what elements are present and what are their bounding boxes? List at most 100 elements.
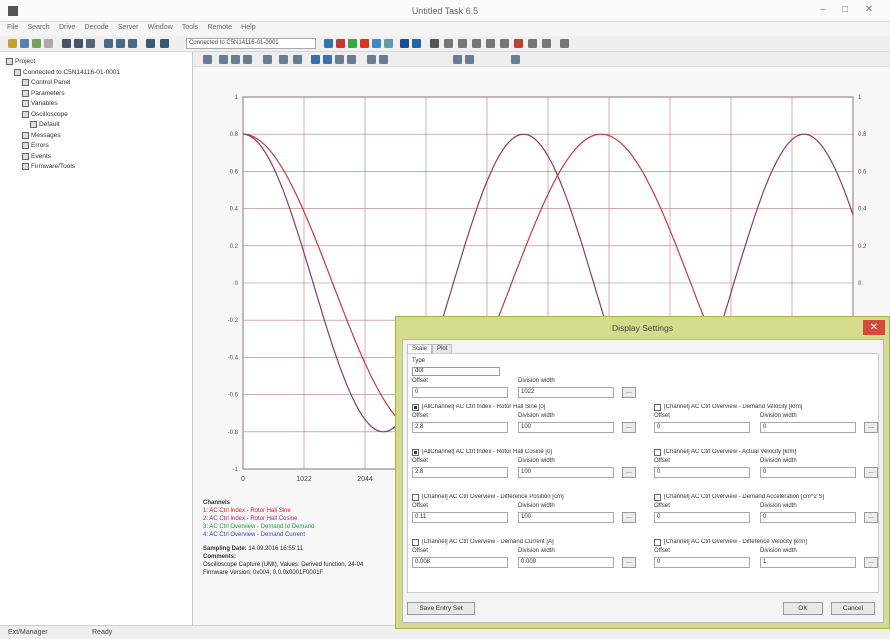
channel-division-input[interactable]: 0 xyxy=(760,422,856,433)
type-select[interactable]: dot xyxy=(412,367,500,376)
tree-item[interactable]: Oscilloscope xyxy=(22,110,68,118)
tree-item[interactable]: Default xyxy=(30,121,60,128)
trigger-icon[interactable] xyxy=(384,39,393,48)
tree-item[interactable]: Connected to C5N14116-01-0001 xyxy=(14,68,120,76)
tree-item[interactable]: Parameters xyxy=(22,89,65,97)
channel-offset-input[interactable]: 0 xyxy=(654,467,750,478)
display-settings-icon[interactable] xyxy=(511,55,520,64)
channel-offset-input[interactable]: 2.8 xyxy=(412,467,508,478)
filter-icon[interactable] xyxy=(472,39,481,48)
channel-division-input[interactable]: 1 xyxy=(760,557,856,568)
tree-item[interactable]: Firmware/Tools xyxy=(22,163,75,170)
channel-checkbox[interactable] xyxy=(654,449,661,456)
tree-item[interactable]: Events xyxy=(22,152,51,160)
connect-icon[interactable] xyxy=(32,39,41,48)
device-combo[interactable]: Connected to C5N14116-01-0001 xyxy=(186,38,316,49)
channel-offset-input[interactable]: 2.8 xyxy=(412,422,508,433)
channel-browse-button[interactable]: ... xyxy=(864,557,878,568)
channel-offset-input[interactable]: 0 xyxy=(654,512,750,523)
channel-d-icon[interactable] xyxy=(347,55,356,64)
channel-checkbox[interactable] xyxy=(654,404,661,411)
channel-browse-button[interactable]: ... xyxy=(864,422,878,433)
table-icon[interactable] xyxy=(542,39,551,48)
dialog-close-button[interactable]: ✕ xyxy=(863,320,885,335)
analyzer-icon[interactable] xyxy=(412,39,421,48)
print-chart-icon[interactable] xyxy=(293,55,302,64)
menu-server[interactable]: Server xyxy=(117,24,139,31)
monitor-icon[interactable] xyxy=(146,39,155,48)
upload-icon[interactable] xyxy=(104,39,113,48)
menu-window[interactable]: Window xyxy=(147,24,173,31)
channel-division-input[interactable]: 0.009 xyxy=(518,557,614,568)
compare-icon[interactable] xyxy=(128,39,137,48)
menu-decode[interactable]: Decode xyxy=(84,24,109,31)
stop-icon[interactable] xyxy=(336,39,345,48)
step-icon[interactable] xyxy=(372,39,381,48)
channel-checkbox[interactable] xyxy=(412,539,419,546)
import-icon[interactable] xyxy=(458,39,467,48)
open-icon[interactable] xyxy=(20,39,29,48)
channel-offset-input[interactable]: 0.11 xyxy=(412,512,508,523)
channel-checkbox[interactable] xyxy=(412,494,419,501)
tree-item[interactable]: Variables xyxy=(22,100,58,107)
offset-input[interactable]: 0 xyxy=(412,387,508,398)
record-icon[interactable] xyxy=(360,39,369,48)
channel-browse-button[interactable]: ... xyxy=(622,557,636,568)
play-icon[interactable] xyxy=(348,39,357,48)
channel-division-input[interactable]: 100 xyxy=(518,422,614,433)
tree-item[interactable]: Errors xyxy=(22,142,49,149)
zoom-icon[interactable] xyxy=(486,39,495,48)
measure-tool-icon[interactable] xyxy=(263,55,272,64)
division-input[interactable]: 1022 xyxy=(518,387,614,398)
channel-division-input[interactable]: 0 xyxy=(760,512,856,523)
channel-browse-button[interactable]: ... xyxy=(622,467,636,478)
menu-search[interactable]: Search xyxy=(27,24,50,31)
channel-b-icon[interactable] xyxy=(323,55,332,64)
new-project-icon[interactable] xyxy=(8,39,17,48)
zoom-out-icon[interactable] xyxy=(231,55,240,64)
channel-offset-input[interactable]: 0.008 xyxy=(412,557,508,568)
measure-icon[interactable] xyxy=(500,39,509,48)
tree-item[interactable]: Messages xyxy=(22,131,61,139)
channel-division-input[interactable]: 0 xyxy=(760,467,856,478)
channel-browse-button[interactable]: ... xyxy=(622,422,636,433)
zoom-in-icon[interactable] xyxy=(219,55,228,64)
channel-offset-input[interactable]: 0 xyxy=(654,557,750,568)
tab-plot[interactable]: Plot xyxy=(432,344,453,353)
channel-offset-input[interactable]: 0 xyxy=(654,422,750,433)
menu-file[interactable]: File xyxy=(7,24,19,31)
tree-item[interactable]: Control Panel xyxy=(22,79,70,86)
tree-item[interactable]: Project xyxy=(6,58,35,65)
channel-checkbox[interactable] xyxy=(412,449,419,456)
grid-icon[interactable] xyxy=(430,39,439,48)
copy-icon[interactable] xyxy=(279,55,288,64)
disconnect-icon[interactable] xyxy=(44,39,53,48)
menu-drive[interactable]: Drive xyxy=(58,24,76,31)
channel-checkbox[interactable] xyxy=(412,404,419,411)
trigger-level-icon[interactable] xyxy=(367,55,376,64)
channel-checkbox[interactable] xyxy=(654,494,661,501)
cancel-button[interactable]: Cancel xyxy=(831,602,875,615)
tab-scale[interactable]: Scale xyxy=(407,344,433,353)
save-entry-set-button[interactable]: Save Entry Set xyxy=(407,602,475,615)
save-all-icon[interactable] xyxy=(74,39,83,48)
close-button[interactable]: ✕ xyxy=(864,4,874,15)
refresh-icon[interactable] xyxy=(324,39,333,48)
pan-icon[interactable] xyxy=(243,55,252,64)
warning-icon[interactable] xyxy=(514,39,523,48)
cursor-icon[interactable] xyxy=(203,55,212,64)
print-icon[interactable] xyxy=(86,39,95,48)
help-icon[interactable] xyxy=(560,39,569,48)
menu-remote[interactable]: Remote xyxy=(207,24,232,31)
settings-icon[interactable] xyxy=(160,39,169,48)
trigger-edge-icon[interactable] xyxy=(379,55,388,64)
channel-checkbox[interactable] xyxy=(654,539,661,546)
minimize-button[interactable]: – xyxy=(820,4,826,15)
channel-browse-button[interactable]: ... xyxy=(622,512,636,523)
save-icon[interactable] xyxy=(62,39,71,48)
maximize-button[interactable]: □ xyxy=(841,4,849,15)
channel-c-icon[interactable] xyxy=(335,55,344,64)
channel-browse-button[interactable]: ... xyxy=(864,467,878,478)
channel-a-icon[interactable] xyxy=(311,55,320,64)
ok-button[interactable]: OK xyxy=(783,602,823,615)
